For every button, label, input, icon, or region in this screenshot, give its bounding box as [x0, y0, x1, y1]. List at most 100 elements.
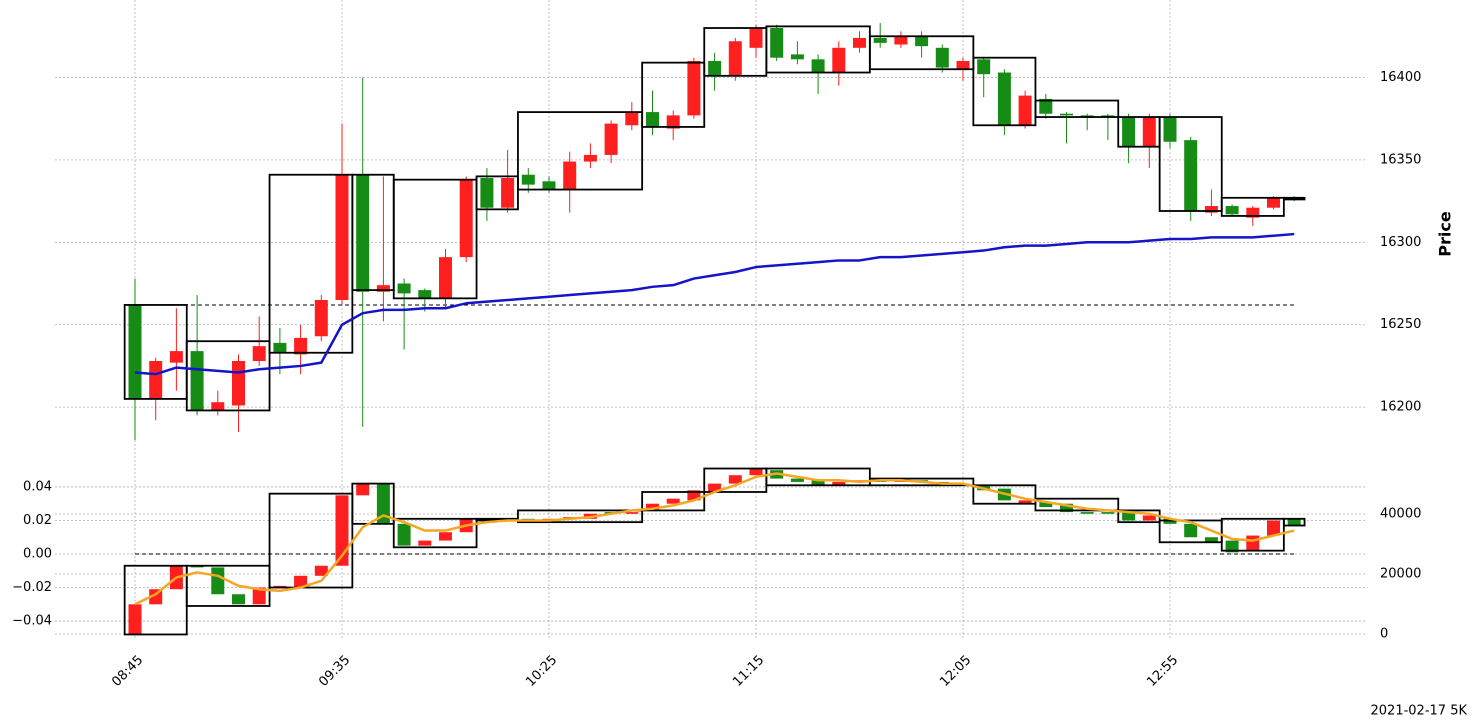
candle-body: [1101, 512, 1115, 514]
candle-body: [687, 60, 701, 116]
candle-body: [1080, 512, 1094, 514]
candle-body: [252, 346, 266, 361]
range-box: [972, 56, 1037, 127]
candle-body: [935, 47, 949, 68]
x-tick-label: 12:05: [937, 653, 974, 690]
candle-body: [1184, 523, 1198, 538]
candle-body: [749, 28, 763, 48]
candle-body: [1122, 512, 1136, 521]
y-tick-label: 16300: [1380, 235, 1421, 250]
candle-body: [790, 54, 804, 60]
range-box: [185, 340, 271, 412]
candle-body: [708, 60, 722, 76]
y-axis-label: Price: [1436, 211, 1455, 257]
range-box: [1220, 196, 1285, 217]
range-box: [1282, 196, 1306, 201]
candle-body: [666, 115, 680, 129]
candle-body: [335, 174, 349, 300]
candle-body: [1039, 98, 1053, 114]
candle-body: [128, 304, 142, 399]
candle-body: [376, 285, 390, 292]
range-box: [1158, 116, 1223, 212]
candle-body: [356, 174, 370, 292]
candle-body: [232, 360, 245, 406]
y-tick-label: 0.00: [23, 547, 52, 562]
candle-body: [439, 532, 452, 541]
candle-body: [915, 36, 929, 47]
candle-body: [480, 178, 494, 208]
candle-body: [749, 468, 763, 476]
candle-body: [1225, 206, 1239, 215]
candle-body: [1246, 207, 1260, 218]
candle-body: [439, 257, 452, 299]
range-box: [641, 61, 706, 128]
candle-body: [894, 36, 908, 45]
y-tick-label: −0.02: [12, 580, 52, 595]
y2-tick-label: 0: [1380, 627, 1388, 642]
candle-body: [501, 178, 515, 208]
range-box: [517, 509, 644, 524]
y-tick-label: 16400: [1380, 70, 1421, 85]
candle-body: [211, 567, 225, 595]
y-tick-label: 16250: [1380, 317, 1421, 332]
candle-body: [169, 351, 183, 363]
candle-body: [418, 290, 432, 299]
candle-body: [1018, 95, 1032, 126]
candle-body: [1267, 197, 1280, 208]
candle-body: [1204, 537, 1218, 543]
candle-body: [1142, 515, 1156, 521]
candle-body: [418, 540, 432, 546]
candle-body: [646, 503, 659, 511]
candle-body: [294, 575, 308, 588]
footer: 2021-02-17 5K: [1371, 704, 1468, 719]
candle-body: [1184, 140, 1198, 211]
candle-body: [728, 41, 742, 76]
candle-body: [873, 37, 887, 43]
candle-body: [252, 587, 266, 605]
y-tick-label: 0.04: [23, 479, 52, 494]
candle-body: [294, 337, 308, 355]
candle-body: [790, 478, 804, 482]
candle-body: [1018, 500, 1032, 504]
candle-body: [459, 179, 473, 258]
candle-body: [1039, 502, 1053, 508]
candle-body: [1060, 113, 1073, 116]
candle-body: [1267, 520, 1280, 536]
candle-body: [356, 483, 370, 496]
candle-body: [666, 498, 680, 504]
x-tick-label: 08:45: [109, 653, 146, 690]
candle-body: [625, 112, 639, 126]
candle-body: [1060, 503, 1073, 513]
candle-body: [853, 37, 866, 48]
candle-body: [521, 174, 535, 185]
range-box: [765, 467, 871, 487]
candle-body: [1287, 518, 1301, 526]
y-tick-label: 0.02: [23, 513, 52, 528]
x-tick-label: 12:55: [1144, 653, 1181, 690]
range-box: [641, 491, 706, 512]
x-tick-label: 11:15: [730, 653, 767, 690]
candle-body: [1204, 206, 1218, 213]
candle-body: [1122, 117, 1136, 147]
range-box: [392, 517, 478, 549]
candle-body: [1246, 535, 1260, 551]
candle-body: [314, 300, 328, 337]
candle-body: [728, 475, 742, 484]
candle-body: [708, 483, 722, 492]
candle-body: [811, 59, 825, 73]
range-box: [351, 482, 395, 525]
range-box: [972, 484, 1037, 505]
candle-body: [542, 181, 556, 190]
candle-body: [625, 512, 639, 514]
x-tick-label: 09:35: [316, 653, 353, 690]
candle-body: [646, 112, 659, 127]
candle-body: [832, 481, 846, 486]
range-box: [1034, 497, 1120, 512]
range-box: [475, 175, 519, 211]
candle-body: [397, 523, 411, 546]
y-tick-label: 16200: [1380, 400, 1421, 415]
candle-body: [563, 161, 577, 190]
candle-body: [1225, 540, 1239, 553]
y-tick-label: 16350: [1380, 152, 1421, 167]
